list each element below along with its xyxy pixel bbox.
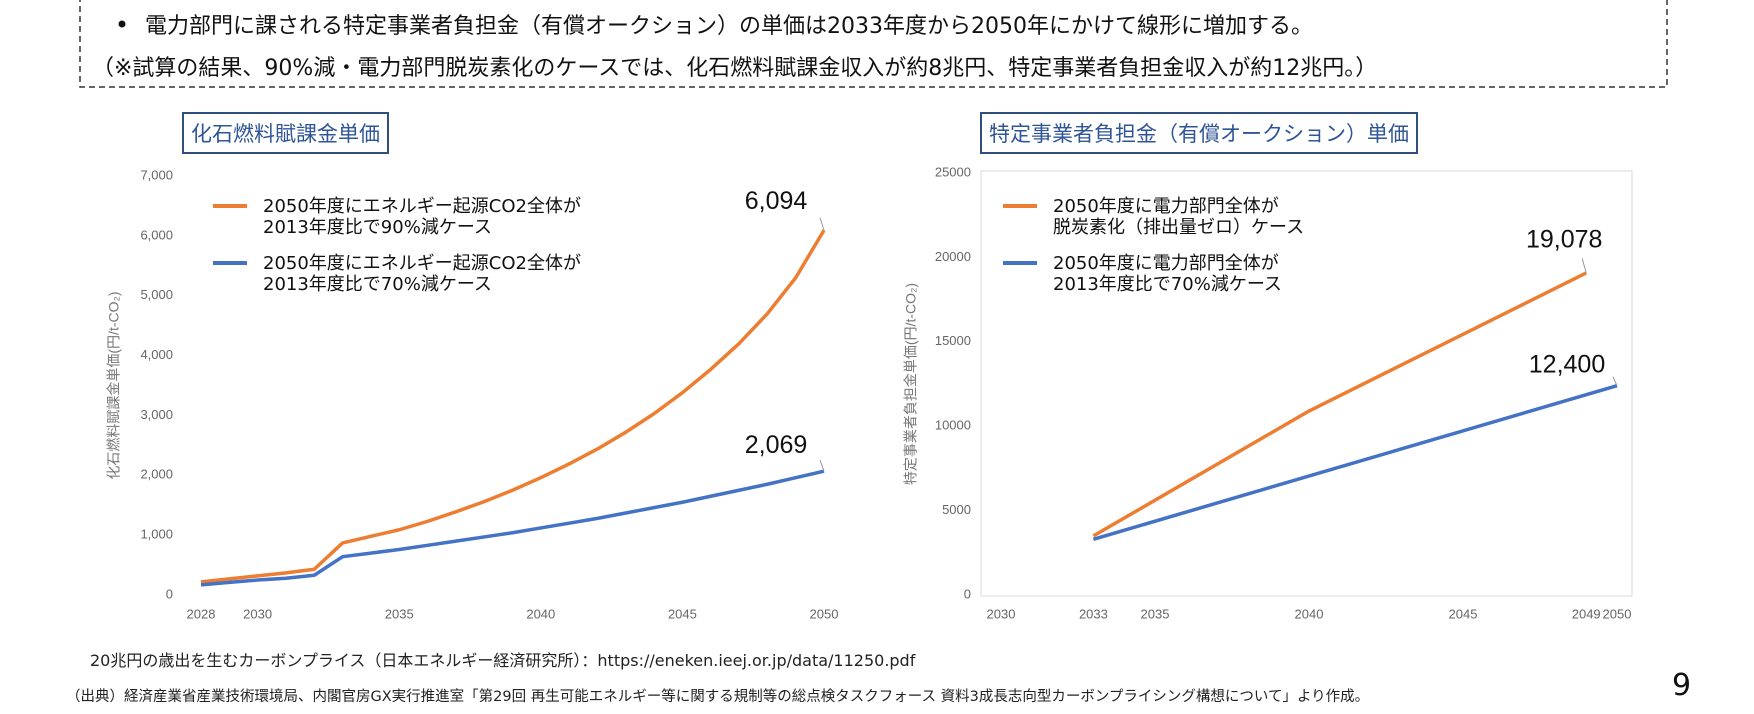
x-tick-label: 2035 bbox=[1141, 606, 1170, 621]
x-tick-label: 2030 bbox=[987, 606, 1016, 621]
series-line bbox=[200, 229, 826, 584]
y-tick-label: 4,000 bbox=[140, 347, 173, 362]
source: （出典）経済産業省産業技術環境局、内閣官房GX実行推進室「第29回 再生可能エネ… bbox=[66, 689, 1370, 705]
legend-entry: 2050年度にエネルギー起源CO2全体が 2013年度比で70%減ケース bbox=[263, 253, 581, 295]
y-tick-label: 10000 bbox=[935, 418, 971, 433]
x-tick-label: 2049 bbox=[1572, 606, 1601, 621]
x-tick-label: 2030 bbox=[243, 606, 272, 621]
y-tick-label: 20000 bbox=[935, 249, 971, 264]
data-label: 2,069 bbox=[745, 431, 808, 459]
x-tick-label: 2033 bbox=[1079, 606, 1108, 621]
legend-entry: 2050年度に電力部門全体が 2013年度比で70%減ケース bbox=[1053, 253, 1282, 295]
y-tick-label: 6,000 bbox=[140, 227, 173, 242]
y-tick-label: 3,000 bbox=[140, 407, 173, 422]
leader-line bbox=[819, 217, 825, 231]
y-tick-label: 1,000 bbox=[140, 527, 173, 542]
series-line bbox=[200, 469, 825, 587]
y-tick-label: 25000 bbox=[935, 164, 971, 179]
chart-title: 化石燃料賦課金単価 bbox=[182, 112, 389, 154]
plot-frame bbox=[980, 170, 1633, 597]
data-label: 19,078 bbox=[1526, 226, 1602, 254]
x-tick-label: 2035 bbox=[385, 606, 414, 621]
y-tick-label: 7,000 bbox=[140, 167, 173, 182]
x-tick-label: 2040 bbox=[1295, 606, 1324, 621]
page-number: 9 bbox=[1672, 668, 1692, 703]
legend-entry: 2050年度にエネルギー起源CO2全体が 2013年度比で90%減ケース bbox=[263, 196, 581, 238]
y-tick-label: 2,000 bbox=[140, 467, 173, 482]
dashed-box bbox=[79, 0, 1668, 88]
x-tick-label: 2045 bbox=[1449, 606, 1478, 621]
reference: 20兆円の歳出を生むカーボンプライス（日本エネルギー経済研究所）：https:/… bbox=[90, 651, 916, 670]
y-tick-label: 5000 bbox=[942, 502, 971, 517]
series-line bbox=[1092, 271, 1587, 538]
data-label: 12,400 bbox=[1529, 350, 1605, 378]
note: （※試算の結果、90%減・電力部門脱炭素化のケースでは、化石燃料賦課金収入が約8… bbox=[92, 56, 1378, 81]
y-tick-label: 5,000 bbox=[140, 287, 173, 302]
leader-line bbox=[819, 459, 825, 472]
x-tick-label: 2028 bbox=[187, 606, 216, 621]
x-tick-label: 2050 bbox=[810, 606, 839, 621]
series-line bbox=[1092, 384, 1618, 541]
leader-line bbox=[1581, 258, 1587, 274]
x-tick-label: 2040 bbox=[526, 606, 555, 621]
x-tick-label: 2045 bbox=[668, 606, 697, 621]
chart-title: 特定事業者負担金（有償オークション）単価 bbox=[980, 112, 1418, 154]
y-axis-title: 化石燃料賦課金単価(円/t-CO₂) bbox=[106, 291, 122, 479]
leader-line bbox=[1612, 376, 1618, 386]
bullet-mark bbox=[118, 20, 126, 28]
legend-entry: 2050年度に電力部門全体が 脱炭素化（排出量ゼロ）ケース bbox=[1053, 196, 1305, 238]
bullet-text: 電力部門に課される特定事業者負担金（有償オークション）の単価は2033年度から2… bbox=[145, 14, 1313, 39]
x-tick-label: 2050 bbox=[1603, 606, 1632, 621]
y-tick-label: 0 bbox=[166, 586, 173, 601]
y-tick-label: 0 bbox=[964, 586, 971, 601]
y-axis-title: 特定事業者負担金単価(円/t-CO₂) bbox=[903, 283, 919, 485]
data-label: 6,094 bbox=[745, 187, 808, 215]
y-tick-label: 15000 bbox=[935, 333, 971, 348]
